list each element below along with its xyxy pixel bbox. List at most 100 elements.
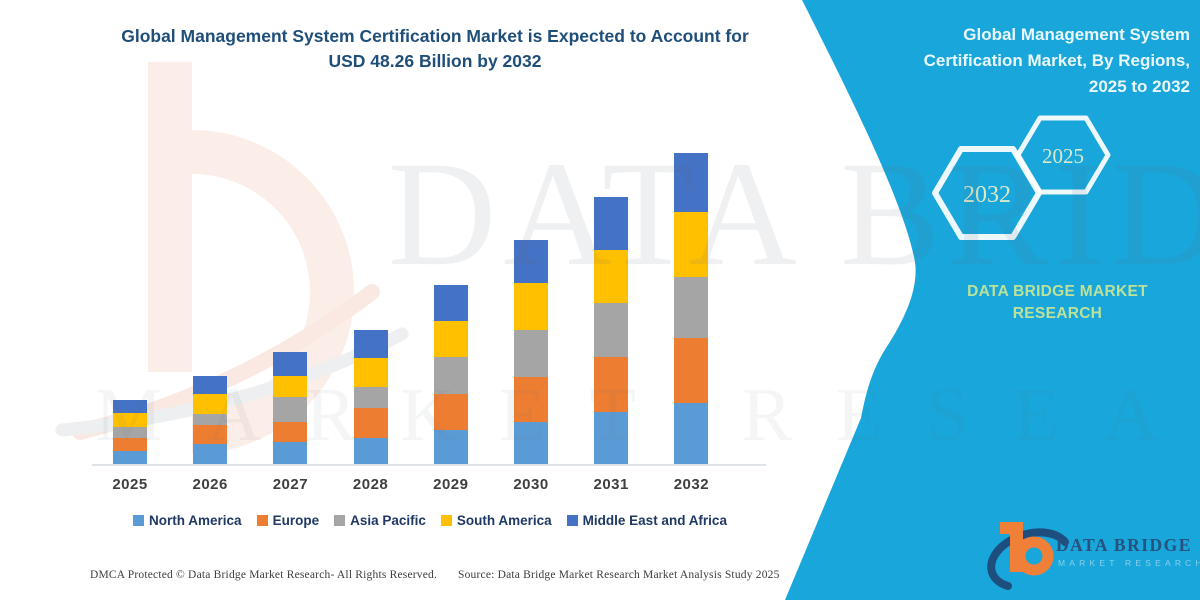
bar-segment-north-america: [514, 422, 548, 464]
x-axis-label-2026: 2026: [192, 476, 228, 493]
bar-segment-asia-pacific: [594, 303, 629, 358]
bar-segment-middle-east-and-africa: [514, 239, 548, 284]
bar-segment-middle-east-and-africa: [193, 376, 228, 395]
hexagon-2025: [1015, 115, 1111, 195]
source-text: Source: Data Bridge Market Research Mark…: [458, 569, 780, 581]
plot-area: 2025 2026 2027 2028 2029 2030 2031 2032: [95, 140, 767, 493]
bar-segment-middle-east-and-africa: [433, 284, 468, 322]
side-panel-heading: Global Management System Certification M…: [845, 22, 1190, 100]
bar-segment-middle-east-and-africa: [674, 153, 709, 212]
bar-segment-south-america: [353, 357, 388, 387]
legend-item-north-america: North America: [133, 513, 242, 528]
bar-segment-middle-east-and-africa: [113, 400, 147, 413]
bar-2026: [193, 376, 228, 464]
legend-label: South America: [456, 513, 552, 528]
hexagon-2025-label: 2025: [1042, 144, 1084, 168]
bar-segment-north-america: [433, 429, 468, 464]
corner-logo-b-flag: [1000, 522, 1010, 534]
panel-brand-line2: RESEARCH: [1012, 305, 1103, 322]
bar-segment-asia-pacific: [113, 427, 147, 439]
chart-title-line2: USD 48.26 Billion by 2032: [328, 51, 542, 71]
chart-title-line1: Global Management System Certification M…: [121, 26, 749, 46]
x-axis-line: [92, 464, 766, 466]
bar-segment-north-america: [353, 438, 388, 464]
bar-segment-europe: [433, 393, 468, 430]
bar-segment-asia-pacific: [674, 276, 709, 338]
corner-logo-b-bowl: [1014, 536, 1054, 576]
x-axis-label-2031: 2031: [593, 476, 629, 493]
legend-label: Middle East and Africa: [582, 513, 727, 528]
x-axis-label-2025: 2025: [112, 476, 148, 493]
legend-swatch: [566, 515, 578, 526]
bar-2025: [113, 400, 147, 464]
bar-2031: [594, 197, 629, 464]
panel-brand-text: DATA BRIDGE MARKET RESEARCH: [925, 281, 1190, 325]
chart-title: Global Management System Certification M…: [75, 24, 795, 74]
bar-2030: [514, 239, 548, 464]
bar-2028: [353, 329, 388, 464]
logo-stem-shape: [148, 62, 192, 372]
bar-segment-europe: [674, 337, 709, 403]
bar-segment-north-america: [193, 444, 228, 464]
panel-brand-line1: DATA BRIDGE MARKET: [967, 283, 1148, 300]
bar-segment-asia-pacific: [193, 414, 228, 426]
side-panel-shape: [785, 0, 1200, 600]
bar-2032: [674, 153, 709, 464]
x-axis-label-2032: 2032: [673, 476, 710, 493]
bar-segment-south-america: [113, 412, 147, 428]
bar-segment-south-america: [273, 375, 308, 398]
bar-segment-south-america: [674, 211, 709, 277]
legend-swatch: [133, 515, 145, 526]
panel-heading-line3: 2025 to 2032: [1088, 77, 1190, 96]
bar-segment-europe: [273, 422, 308, 443]
corner-logo-name: DATA BRIDGE: [1056, 535, 1192, 555]
bar-segment-europe: [113, 438, 147, 452]
legend-item-middle-east-and-africa: Middle East and Africa: [566, 513, 727, 528]
bar-segment-south-america: [594, 250, 629, 304]
legend-swatch: [256, 515, 268, 526]
legend-item-asia-pacific: Asia Pacific: [334, 513, 426, 528]
legend-swatch: [440, 515, 452, 526]
bar-2027: [273, 351, 308, 464]
copyright-text: DMCA Protected © Data Bridge Market Rese…: [90, 569, 438, 581]
bar-segment-north-america: [113, 451, 147, 464]
x-axis-label-2028: 2028: [352, 476, 389, 493]
chart-legend: North America Europe Asia Pacific South Ame…: [85, 513, 775, 528]
bar-segment-europe: [514, 377, 548, 423]
bar-segment-europe: [353, 407, 388, 439]
x-axis-label-2030: 2030: [513, 476, 549, 493]
x-axis-label-2027: 2027: [272, 476, 309, 493]
bar-segment-south-america: [514, 283, 548, 331]
bar-segment-north-america: [273, 442, 308, 464]
legend-item-europe: Europe: [256, 513, 320, 528]
legend-label: Europe: [272, 513, 320, 528]
corner-logo-subname: MARKET RESEARCH: [1058, 558, 1200, 568]
bar-segment-asia-pacific: [353, 386, 388, 408]
hexagon-2032-label: 2032: [963, 182, 1011, 208]
bar-segment-south-america: [193, 394, 228, 415]
bar-segment-asia-pacific: [273, 397, 308, 423]
legend-label: North America: [149, 513, 242, 528]
bar-segment-middle-east-and-africa: [353, 329, 388, 358]
bar-segment-north-america: [594, 411, 629, 464]
legend-swatch: [334, 515, 346, 526]
bar-segment-middle-east-and-africa: [594, 197, 629, 251]
panel-heading-line1: Global Management System: [963, 25, 1190, 44]
legend-item-south-america: South America: [440, 513, 552, 528]
corner-logo-swoosh: [987, 528, 1069, 590]
logo-bowl-shape: [191, 130, 354, 454]
x-axis-label-2029: 2029: [433, 476, 469, 493]
bar-segment-north-america: [674, 402, 709, 464]
bar-segment-south-america: [433, 321, 468, 358]
bar-2029: [433, 284, 468, 464]
bar-segment-asia-pacific: [514, 330, 548, 378]
bar-segment-europe: [594, 357, 629, 412]
bar-segment-asia-pacific: [433, 357, 468, 394]
legend-label: Asia Pacific: [350, 513, 426, 528]
panel-heading-line2: Certification Market, By Regions,: [923, 51, 1190, 70]
bar-segment-europe: [193, 425, 228, 444]
